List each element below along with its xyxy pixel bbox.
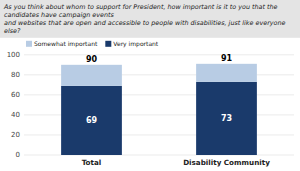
data-labels: 69 73 90 91 [86, 54, 233, 125]
data-label: 69 [86, 116, 98, 125]
bars [61, 64, 257, 155]
x-tick-label: Total [82, 158, 102, 167]
bar-segment [196, 64, 257, 82]
y-tick-label: 0 [16, 151, 20, 159]
legend-entry: Very important [113, 40, 159, 48]
grid [24, 55, 294, 155]
bar-segment [61, 86, 122, 155]
grid-line [24, 54, 294, 55]
total-label: 91 [221, 54, 233, 63]
y-tick-label: 60 [11, 91, 20, 99]
y-tick-label: 20 [11, 131, 20, 139]
legend-swatch [105, 41, 111, 47]
chart: As you think about whom to support for P… [0, 0, 300, 171]
legend-entry: Somewhat important [34, 40, 98, 48]
y-tick-label: 80 [11, 71, 20, 79]
data-label: 73 [221, 114, 232, 123]
y-tick-label: 40 [11, 111, 20, 119]
title-background [0, 0, 300, 38]
title: As you think about whom to support for P… [3, 3, 286, 34]
bar-segment [61, 65, 122, 86]
total-label: 90 [86, 55, 98, 64]
bar-segment [196, 82, 257, 155]
legend: Somewhat important Very important [26, 40, 159, 48]
legend-swatch [26, 41, 32, 47]
y-tick-label: 100 [7, 51, 20, 59]
x-tick-label: Disability Community [183, 158, 270, 167]
